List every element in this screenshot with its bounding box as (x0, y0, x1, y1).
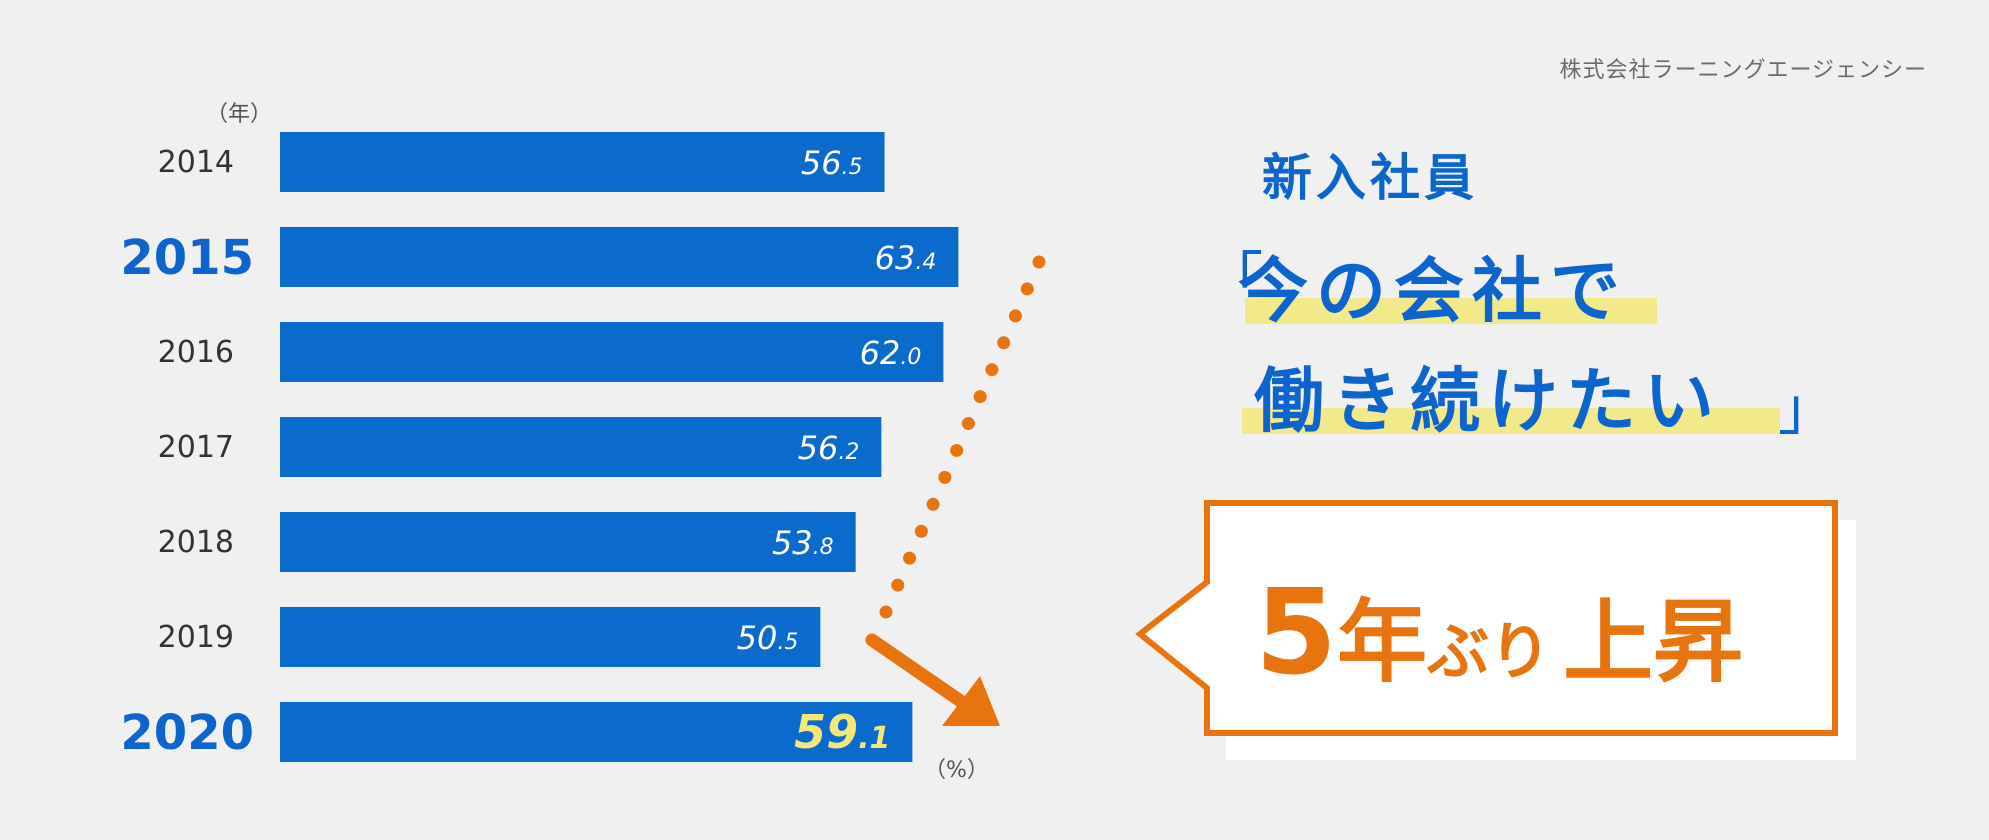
callout-kana: ぶり (1427, 615, 1552, 688)
tick-label-2017: 2017 (158, 430, 234, 465)
dotted-trend-arrow-icon (865, 255, 1046, 726)
highlight-strip-1 (1245, 298, 1657, 324)
callout-kanji-year: 年 (1337, 590, 1428, 695)
callout-number: 5 (1255, 563, 1338, 701)
callout-text: 5年ぶり 上昇 (1255, 563, 1743, 701)
bar-2018 (280, 512, 856, 572)
value-label-2019: 50.5 (737, 619, 799, 657)
highlight-strip-2 (1242, 408, 1780, 434)
tick-label-2014: 2014 (158, 145, 234, 180)
y-axis-unit-label: （年） (206, 102, 273, 127)
bar-2014 (280, 132, 885, 192)
bar-2016 (280, 322, 944, 382)
tick-label-2019: 2019 (158, 620, 234, 655)
tick-label-2020: 2020 (120, 705, 254, 761)
source-credit: 株式会社ラーニングエージェンシー (1559, 58, 1927, 83)
quote-bracket-close: 」 (1778, 375, 1837, 443)
quote-bracket-open: 「 (1205, 245, 1264, 313)
value-label-2014: 56.5 (801, 144, 863, 182)
value-label-2017: 56.2 (798, 429, 860, 467)
tick-label-2018: 2018 (158, 525, 234, 560)
quote-line-1: 今の会社で (1238, 250, 1628, 332)
callout-kanji-rise: 上昇 (1563, 590, 1744, 695)
bar-2020 (280, 702, 913, 762)
speech-bubble-icon (1135, 500, 1856, 760)
x-axis-unit-label: （%） (924, 758, 989, 783)
value-label-2020: 59.1 (794, 705, 890, 759)
tick-label-2016: 2016 (158, 335, 234, 370)
bar-2017 (280, 417, 882, 477)
headline-subject: 新入社員 (1262, 149, 1478, 207)
quote-line-2: 働き続けたい (1254, 360, 1722, 442)
bar-2015 (280, 227, 959, 287)
value-label-2016: 62.0 (860, 334, 922, 372)
value-label-2018: 53.8 (772, 524, 834, 562)
value-label-2015: 63.4 (875, 239, 937, 277)
bar-2019 (280, 607, 821, 667)
tick-label-2015: 2015 (120, 230, 254, 286)
